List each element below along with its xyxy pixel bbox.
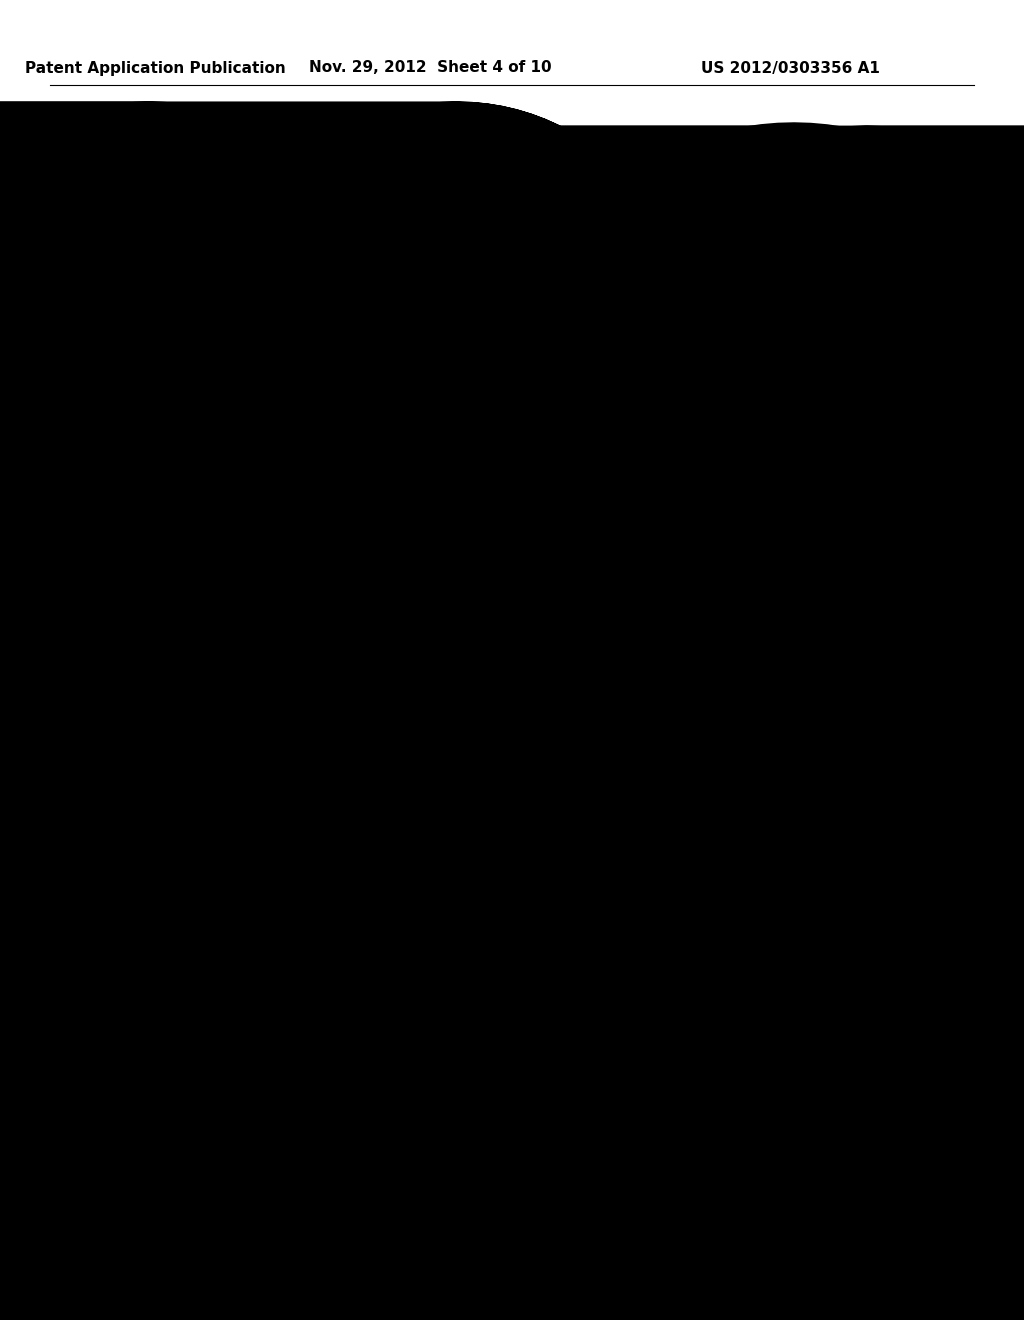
Text: User: User (98, 304, 129, 317)
Text: 404: 404 (458, 412, 481, 425)
Bar (213, 506, 453, 548)
Text: Query
Completeness Checker: Query Completeness Checker (183, 799, 318, 826)
Text: 418: 418 (534, 969, 558, 982)
Text: 401: 401 (98, 322, 130, 338)
Bar (514, 880, 809, 970)
Text: Natural Language
Processor: Natural Language Processor (273, 318, 392, 346)
Bar (213, 447, 453, 490)
Text: 419: 419 (538, 1092, 561, 1105)
Text: 408: 408 (536, 371, 560, 384)
Text: Figure 4: Figure 4 (478, 1151, 546, 1170)
Bar (78, 685, 940, 1105)
Bar (514, 738, 809, 828)
Text: Search Layer: Search Layer (664, 671, 755, 685)
Text: Ontology Builder: Ontology Builder (605, 466, 717, 479)
Text: Other Services: Other Services (208, 1008, 295, 1022)
Text: Information
Sources: Information Sources (623, 911, 699, 939)
Text: Thesaurus: Thesaurus (298, 462, 368, 475)
Text: Previous Query
Checker: Previous Query Checker (206, 940, 296, 968)
Text: Term Specificity
Checker: Term Specificity Checker (205, 731, 298, 759)
Text: Natural Language
Processing Layer: Natural Language Processing Layer (280, 210, 404, 240)
Bar (498, 271, 833, 585)
Bar (100, 257, 848, 612)
Bar (124, 785, 379, 840)
Bar (124, 994, 379, 1036)
Bar (124, 855, 379, 913)
Text: User Question and
Answer Processor: User Question and Answer Processor (197, 870, 306, 898)
Bar (498, 700, 920, 1090)
Text: 400 —: 400 — (118, 187, 163, 202)
Text: 410: 410 (536, 491, 560, 504)
Bar (213, 389, 453, 432)
Text: 411: 411 (384, 747, 408, 759)
Text: 416: 416 (148, 1092, 172, 1105)
Bar (516, 451, 806, 492)
Text: 417: 417 (534, 826, 558, 840)
Text: 403: 403 (458, 341, 481, 354)
Text: 406: 406 (458, 528, 481, 540)
Bar (124, 718, 379, 774)
Text: 409: 409 (536, 433, 560, 446)
Text: Ontology Layer: Ontology Layer (611, 218, 718, 232)
Text: Ontology Editor: Ontology Editor (609, 408, 713, 421)
Bar (108, 700, 476, 1090)
Bar (516, 393, 806, 436)
Text: 415: 415 (384, 1015, 408, 1028)
Text: 405: 405 (458, 470, 482, 483)
Text: Dictionary: Dictionary (299, 404, 368, 417)
Text: 412: 412 (384, 813, 408, 826)
Text: Patent Application Publication: Patent Application Publication (25, 61, 286, 75)
Text: Nov. 29, 2012  Sheet 4 of 10: Nov. 29, 2012 Sheet 4 of 10 (308, 61, 551, 75)
Text: 413: 413 (384, 887, 408, 899)
Bar (213, 292, 453, 372)
Text: 407: 407 (538, 586, 562, 599)
Text: Ontology Concept
Matcher: Ontology Concept Matcher (601, 318, 721, 346)
Text: 414: 414 (384, 956, 408, 969)
Text: Lexicon: Lexicon (307, 520, 358, 533)
Text: US 2012/0303356 A1: US 2012/0303356 A1 (700, 61, 880, 75)
Bar (195, 271, 490, 585)
Bar (124, 927, 379, 982)
Text: Search Engine /
Data Analytics: Search Engine / Data Analytics (608, 770, 714, 797)
Bar (516, 292, 806, 372)
Text: 402: 402 (234, 586, 259, 599)
Text: Query Processing Layer: Query Processing Layer (210, 671, 374, 685)
